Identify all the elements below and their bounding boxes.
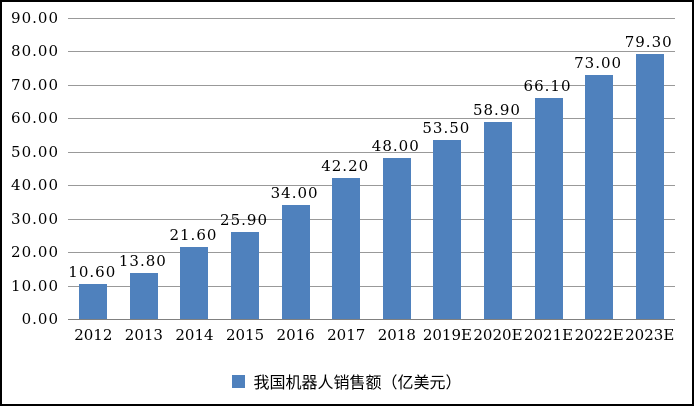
bar-value-label: 53.50	[422, 119, 471, 138]
bar	[635, 53, 664, 319]
x-tick-label: 2020E	[473, 326, 523, 344]
bar	[129, 272, 158, 319]
bar	[382, 158, 411, 319]
gridline	[68, 252, 675, 254]
bar-value-label: 48.00	[371, 137, 420, 156]
legend-label: 我国机器人销售额（亿美元）	[253, 373, 462, 392]
gridline	[68, 51, 675, 53]
x-tick-label: 2021E	[523, 326, 574, 344]
gridline	[68, 18, 675, 19]
bar-value-label: 42.20	[321, 156, 370, 175]
bar-value-label: 25.90	[220, 211, 268, 230]
bar	[281, 205, 310, 319]
bar	[79, 283, 108, 319]
bar-value-label: 66.10	[523, 76, 572, 95]
bar-value-label: 79.30	[624, 32, 673, 51]
bar	[332, 177, 361, 319]
y-tick-label: 10.00	[11, 276, 59, 295]
bar	[534, 97, 563, 319]
y-tick-label: 90.00	[11, 9, 59, 27]
y-tick-label: 50.00	[11, 142, 59, 161]
bar	[433, 140, 462, 319]
bar-value-label: 58.90	[472, 101, 521, 119]
bar-value-label: 34.00	[270, 184, 319, 203]
legend: 我国机器人销售额（亿美元）	[2, 369, 692, 393]
bar	[483, 122, 512, 319]
legend-square-icon	[232, 374, 246, 388]
x-tick-label: 2019E	[422, 326, 472, 344]
y-tick-label: 20.00	[11, 243, 59, 262]
y-tick-label: 70.00	[11, 75, 59, 94]
gridline	[68, 218, 675, 220]
x-tick-label: 2012	[74, 326, 113, 344]
x-tick-label: 2022E	[574, 326, 624, 344]
x-tick-label: 2023E	[625, 326, 675, 344]
y-tick-label: 0.00	[21, 310, 59, 328]
gridline	[68, 151, 675, 153]
gridline	[68, 84, 675, 86]
y-tick-label: 40.00	[11, 176, 59, 195]
x-tick-label: 2013	[124, 326, 163, 344]
y-tick-label: 60.00	[11, 109, 59, 128]
x-tick-label: 2018	[377, 326, 416, 344]
x-tick-label: 2015	[225, 326, 265, 344]
gridline	[68, 118, 675, 120]
x-tick-label: 2014	[175, 326, 214, 344]
bar	[180, 246, 209, 319]
x-tick-label: 2017	[327, 326, 366, 344]
bar	[585, 74, 614, 319]
bar-value-label: 21.60	[169, 225, 218, 244]
bar-value-label: 13.80	[118, 251, 167, 270]
bar-value-label: 73.00	[574, 53, 623, 72]
gridline	[68, 185, 675, 187]
bar	[231, 232, 260, 319]
bar-value-label: 10.60	[68, 262, 117, 281]
x-tick-label: 2016	[276, 326, 315, 344]
gridline	[68, 285, 675, 287]
y-tick-label: 80.00	[11, 42, 59, 61]
y-tick-label: 30.00	[11, 209, 59, 228]
x-axis-line	[68, 319, 675, 320]
